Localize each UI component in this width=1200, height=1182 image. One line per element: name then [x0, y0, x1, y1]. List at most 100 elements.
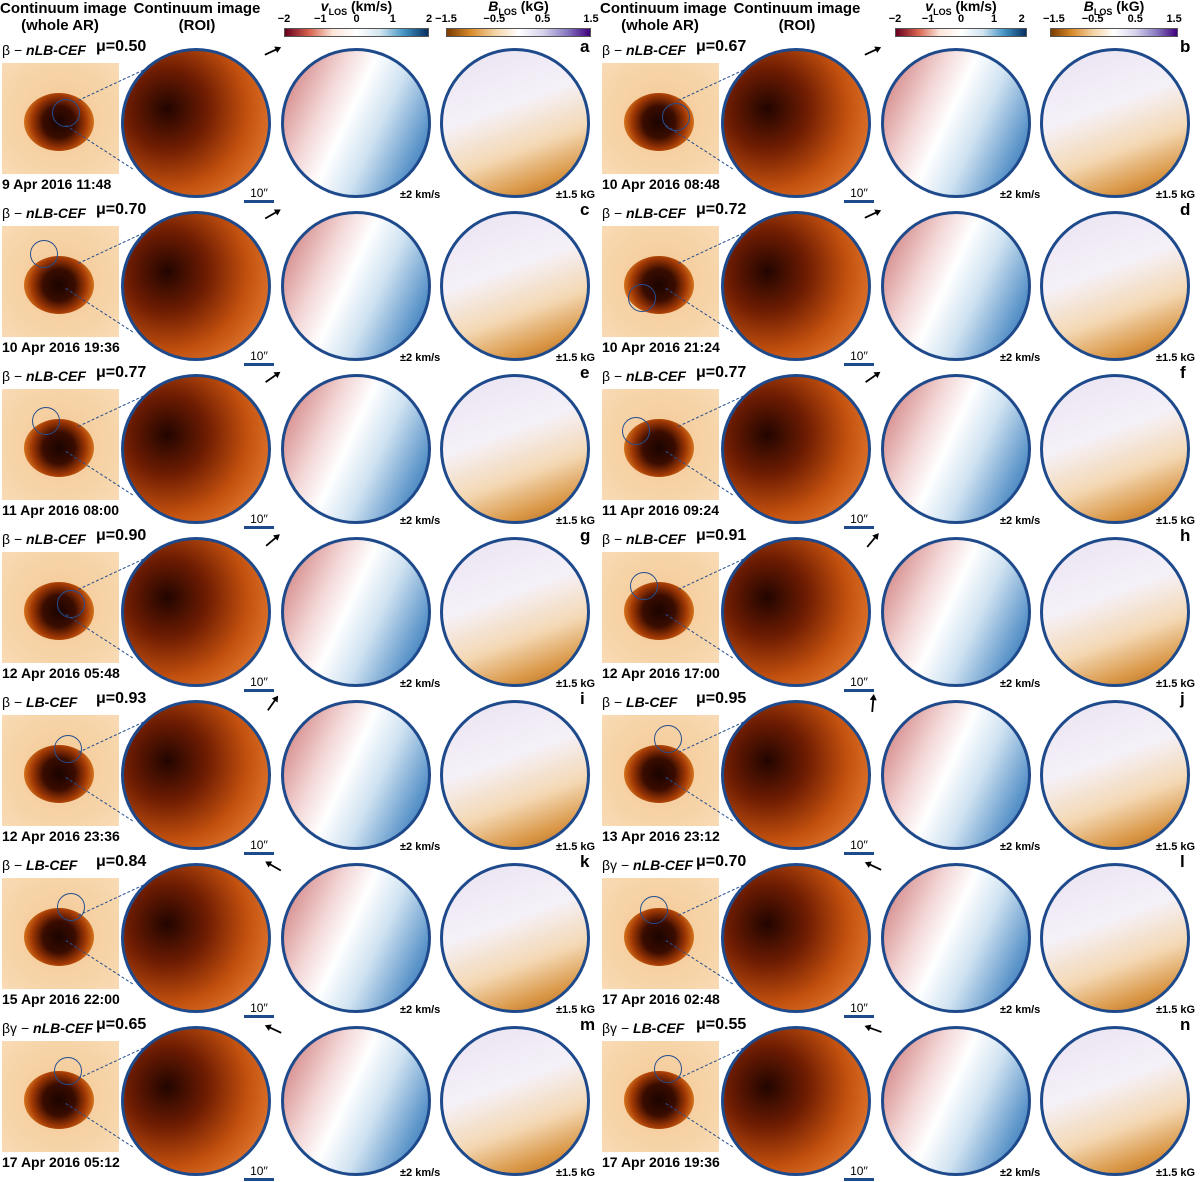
header-roi-right-line2: (ROI): [778, 17, 816, 34]
scale-bar-label: 10′′: [250, 838, 268, 852]
scale-bar-label: 10′′: [850, 1164, 868, 1178]
scale-bar: 10′′: [244, 350, 274, 366]
observation-date: 17 Apr 2016 05:12: [2, 1154, 120, 1170]
velocity-range-label: ±2 km/s: [1000, 352, 1041, 364]
observation-date: 12 Apr 2016 23:36: [2, 828, 120, 844]
blos-unit: (kG): [516, 0, 549, 14]
scale-bar-line: [244, 852, 274, 855]
magnetic-range-label: ±1.5 kG: [556, 678, 596, 690]
velocity-range-label: ±2 km/s: [400, 515, 441, 527]
observation-date: 10 Apr 2016 21:24: [602, 339, 720, 355]
scale-bar: 10′′: [844, 187, 874, 203]
tick-label: −1: [313, 13, 327, 25]
magnetic-range-label: ±1.5 kG: [556, 352, 596, 364]
continuum-roi-circle: [121, 863, 271, 1013]
figure-panel-i: β − LB-CEF μ=0.93 12 Apr 2016 23:36 i 10…: [0, 689, 600, 855]
scale-bar-line: [244, 1178, 274, 1181]
mu-value: μ=0.70: [696, 853, 747, 870]
scale-bar: 10′′: [844, 676, 874, 692]
magnetic-range-label: ±1.5 kG: [1156, 678, 1196, 690]
panel-letter: j: [1180, 689, 1185, 708]
sunspot-umbra: [624, 1071, 694, 1129]
magnetic-roi-circle: [1040, 863, 1190, 1013]
roi-circle-marker: [628, 284, 656, 312]
scale-bar-line: [844, 526, 874, 529]
continuum-roi-circle: [721, 700, 871, 850]
whole-ar-image: [602, 63, 719, 174]
region-type-prefix: β −: [2, 694, 27, 710]
colorbar-velocity-left-gradient: [284, 28, 429, 37]
header-roi-left-line2: (ROI): [178, 17, 216, 34]
region-type-label: β − nLB-CEF: [602, 531, 686, 547]
magnetic-range-label: ±1.5 kG: [1156, 352, 1196, 364]
colorbar-velocity-left-title: vLOS (km/s): [284, 0, 429, 17]
scale-bar: 10′′: [244, 187, 274, 203]
sunspot-umbra: [24, 908, 94, 966]
velocity-roi-circle: [881, 863, 1031, 1013]
whole-ar-image: [602, 226, 719, 337]
region-type-name: nLB-CEF: [26, 205, 86, 221]
header-roi-right-line1: Continuum image: [733, 0, 861, 17]
mu-value: μ=0.72: [696, 201, 747, 218]
velocity-roi-circle: [281, 863, 431, 1013]
vlos-unit: (km/s): [347, 0, 393, 14]
scale-bar: 10′′: [844, 513, 874, 529]
whole-ar-image: [2, 715, 119, 826]
roi-circle-marker: [630, 572, 658, 600]
colorbar-magnetic-right: BLOS (kG) −1.5 −0.5 0.5 1.5: [1043, 0, 1182, 40]
panel-letter: c: [580, 200, 590, 219]
vlos-subscript: LOS: [933, 6, 952, 17]
scale-bar-line: [244, 200, 274, 203]
magnetic-roi-circle: [1040, 48, 1190, 198]
mu-value: μ=0.84: [96, 853, 147, 870]
observation-date: 15 Apr 2016 22:00: [2, 991, 120, 1007]
tick-label: −0.5: [1081, 13, 1104, 25]
scale-bar-line: [244, 689, 274, 692]
magnetic-range-label: ±1.5 kG: [1156, 841, 1196, 853]
region-type-name: nLB-CEF: [626, 205, 686, 221]
roi-circle-marker: [57, 590, 85, 618]
continuum-roi-circle: [121, 48, 271, 198]
disk-center-arrow-icon: [264, 209, 281, 220]
vlos-unit: (km/s): [951, 0, 997, 14]
velocity-range-label: ±2 km/s: [1000, 189, 1041, 201]
colorbar-velocity-right-ticks: −2 −1 0 1 2: [889, 13, 1027, 27]
magnetic-range-label: ±1.5 kG: [556, 1167, 596, 1179]
tick-label: 0: [957, 13, 965, 25]
panel-letter: d: [1180, 200, 1191, 219]
region-type-name: nLB-CEF: [26, 368, 86, 384]
roi-circle-marker: [622, 417, 650, 445]
region-type-label: βγ − nLB-CEF: [602, 857, 693, 873]
roi-circle-marker: [54, 1057, 82, 1085]
colorbar-magnetic-left-gradient: [446, 28, 591, 37]
magnetic-range-label: ±1.5 kG: [1156, 515, 1196, 527]
colorbar-magnetic-right-gradient: [1050, 28, 1178, 37]
scale-bar: 10′′: [244, 676, 274, 692]
whole-ar-image: [2, 389, 119, 500]
scale-bar-label: 10′′: [850, 512, 868, 526]
observation-date: 17 Apr 2016 19:36: [602, 1154, 720, 1170]
magnetic-roi-circle: [440, 700, 590, 850]
region-type-prefix: β −: [2, 205, 27, 221]
header-whole-ar-left-line2: (whole AR): [21, 17, 99, 34]
region-type-name: LB-CEF: [26, 857, 78, 873]
tick-label: −0.5: [483, 13, 506, 25]
velocity-roi-circle: [881, 211, 1031, 361]
colorbar-velocity-right: vLOS (km/s) −2 −1 0 1 2: [889, 0, 1027, 40]
scale-bar-label: 10′′: [250, 186, 268, 200]
continuum-roi-circle: [721, 537, 871, 687]
scale-bar-line: [844, 689, 874, 692]
panel-letter: l: [1180, 852, 1185, 871]
scale-bar-label: 10′′: [850, 1001, 868, 1015]
tick-label: 1.5: [1166, 13, 1182, 25]
figure-panel-f: β − nLB-CEF μ=0.77 11 Apr 2016 09:24 f 1…: [600, 363, 1200, 529]
velocity-range-label: ±2 km/s: [400, 678, 441, 690]
tick-label: 2: [1018, 13, 1025, 25]
panel-letter: a: [580, 37, 590, 56]
tick-label: −2: [888, 13, 902, 25]
magnetic-range-label: ±1.5 kG: [556, 1004, 596, 1016]
region-type-prefix: βγ −: [602, 1020, 634, 1036]
velocity-range-label: ±2 km/s: [400, 841, 441, 853]
roi-circle-marker: [32, 407, 60, 435]
disk-center-arrow-icon: [864, 46, 882, 56]
